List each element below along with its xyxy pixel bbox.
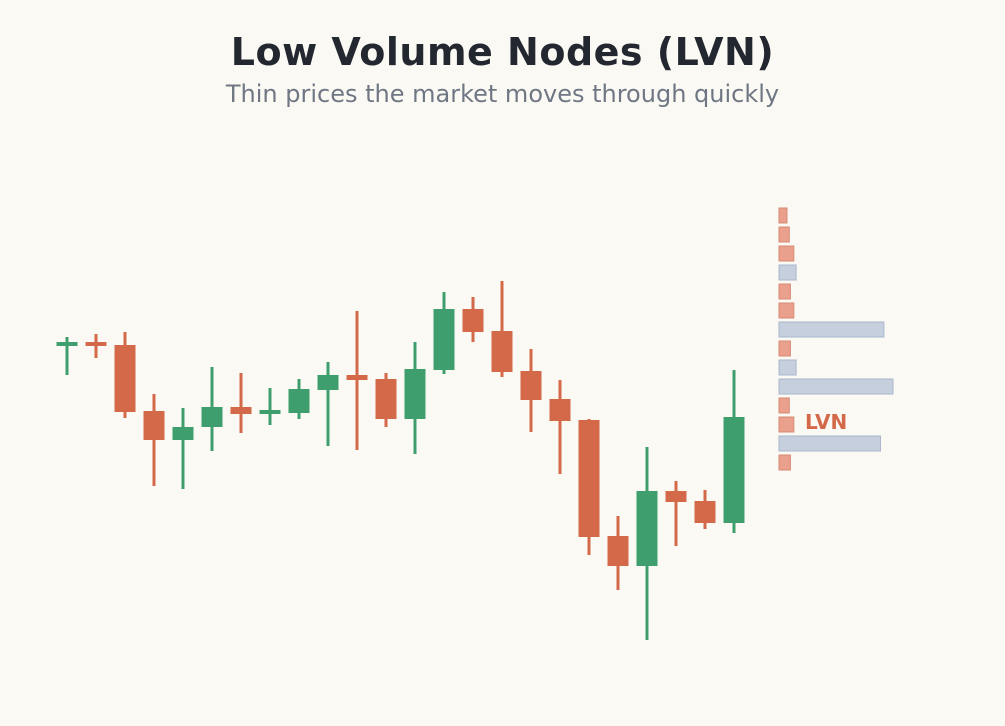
- candle: [462, 297, 484, 342]
- candle-body: [578, 420, 600, 537]
- volume-profile-bar: [778, 245, 795, 262]
- candle-body: [172, 427, 194, 440]
- volume-profile-bar: [778, 302, 795, 319]
- candle-body: [694, 501, 716, 523]
- candle: [56, 337, 78, 375]
- volume-profile-bar: [778, 397, 790, 414]
- candle: [172, 408, 194, 489]
- volume-profile-bar: [778, 207, 788, 224]
- candle: [636, 447, 658, 640]
- candle: [85, 334, 107, 358]
- candle: [201, 367, 223, 451]
- candles-group: [56, 281, 745, 640]
- candle-body: [114, 345, 136, 412]
- candle: [346, 311, 368, 450]
- candle-body: [491, 331, 513, 372]
- candle: [404, 342, 426, 454]
- candle: [288, 379, 310, 419]
- candle-body: [636, 491, 658, 566]
- candle-body: [201, 407, 223, 427]
- candle-body: [404, 369, 426, 419]
- candle: [607, 516, 629, 590]
- volume-profile-bar: [778, 340, 791, 357]
- volume-profile-bar: [778, 378, 894, 395]
- candle: [259, 388, 281, 425]
- volume-profile-bar: [778, 264, 797, 281]
- volume-profile-bar: [778, 321, 885, 338]
- candle: [665, 481, 687, 546]
- candle: [723, 370, 745, 533]
- candle-body: [375, 379, 397, 419]
- candle: [143, 394, 165, 486]
- volume-profile-bar: [778, 435, 881, 452]
- chart-title: Low Volume Nodes (LVN): [230, 30, 775, 74]
- candle: [520, 349, 542, 432]
- candle: [375, 373, 397, 427]
- volume-profile-bar: [778, 283, 791, 300]
- volume-profile-bar: [778, 416, 795, 433]
- candle-body: [665, 491, 687, 502]
- candle: [694, 490, 716, 529]
- candle-body: [259, 410, 281, 414]
- candle-body: [56, 342, 78, 346]
- candle-body: [85, 342, 107, 346]
- candle: [433, 292, 455, 374]
- candle: [491, 281, 513, 377]
- candle-body: [520, 371, 542, 400]
- candle-body: [723, 417, 745, 523]
- volume-profile: [778, 207, 894, 471]
- candle-body: [346, 375, 368, 380]
- candle: [549, 380, 571, 474]
- candle: [114, 332, 136, 418]
- candle: [317, 362, 339, 446]
- lvn-label: LVN: [805, 410, 847, 434]
- chart-subtitle: Thin prices the market moves through qui…: [225, 80, 780, 108]
- candle-body: [549, 399, 571, 421]
- candle: [578, 419, 600, 555]
- volume-profile-bar: [778, 359, 797, 376]
- candle-body: [462, 309, 484, 332]
- volume-profile-bar: [778, 226, 790, 243]
- candle-body: [607, 536, 629, 566]
- volume-profile-bar: [778, 454, 791, 471]
- candle: [230, 373, 252, 433]
- candle-body: [317, 375, 339, 390]
- candle-body: [230, 407, 252, 414]
- candle-body: [433, 309, 455, 370]
- candle-body: [143, 411, 165, 440]
- candle-body: [288, 389, 310, 413]
